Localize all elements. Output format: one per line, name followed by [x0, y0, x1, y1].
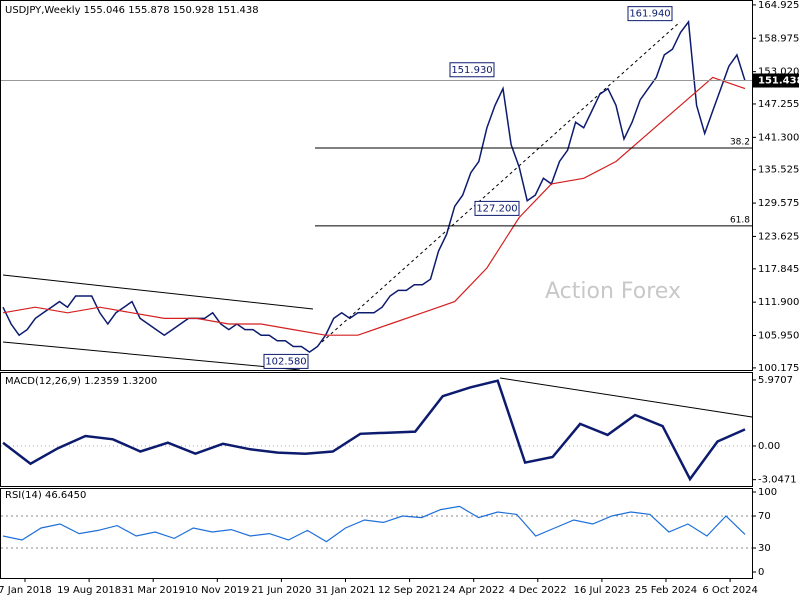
y-tick-label: 100.175	[758, 363, 799, 374]
annotation-box	[263, 353, 309, 369]
fib-label: 38.2	[730, 138, 750, 148]
up-trend	[312, 21, 681, 351]
rsi-title: RSI(14) 46.6450	[5, 490, 86, 501]
annotation-box	[474, 200, 520, 216]
channel-top	[2, 274, 314, 310]
annotation-label: 161.940	[629, 9, 670, 20]
macd-title: MACD(12,26,9) 1.2359 1.3200	[5, 376, 157, 387]
y-tick-label: 117.845	[758, 264, 799, 275]
series-line	[2, 379, 746, 482]
channel-bottom	[2, 341, 301, 371]
frames	[0, 0, 753, 579]
series-line	[2, 76, 746, 336]
current-box	[752, 73, 799, 88]
y-tick-label: 5.9707	[758, 375, 793, 386]
x-tick-label: 6 Oct 2024	[702, 585, 757, 596]
series-line	[2, 19, 746, 354]
current-label: 151.438	[758, 76, 800, 87]
x-tick-label: 4 Dec 2022	[509, 585, 567, 596]
trendlines	[2, 21, 753, 418]
y-tick-label: 164.925	[758, 0, 799, 11]
annotation-label: 127.200	[476, 203, 517, 214]
y-tick-label: 100	[758, 487, 777, 498]
y-tick-label: 147.255	[758, 99, 799, 110]
price-frame	[0, 0, 753, 371]
x-tick-label: 10 Nov 2019	[185, 585, 249, 596]
y-tick-label: 105.950	[758, 331, 799, 342]
y-tick-label: 135.525	[758, 165, 799, 176]
x-tick-label: 7 Jan 2018	[0, 585, 52, 596]
x-tick-label: 31 Jan 2021	[316, 585, 376, 596]
y-tick-label: 0.00	[758, 441, 780, 452]
macd-trend	[499, 377, 753, 418]
annotation-label: 151.930	[451, 65, 492, 76]
x-tick-label: 12 Sep 2021	[378, 585, 441, 596]
annotation-label: 102.580	[265, 356, 306, 367]
x-tick-label: 24 Apr 2022	[443, 585, 505, 596]
x-tick-label: 19 Aug 2018	[57, 585, 121, 596]
series-line	[2, 505, 746, 543]
y-tick-label: 70	[758, 511, 771, 522]
y-tick-label: 141.300	[758, 132, 799, 143]
rsi-frame	[0, 488, 753, 579]
y-tick-label: 129.575	[758, 198, 799, 209]
price-title: USDJPY,Weekly 155.046 155.878 150.928 15…	[5, 5, 259, 16]
y-tick-label: -3.0471	[758, 475, 797, 486]
annotation-box	[449, 62, 495, 78]
annotation-box	[627, 6, 673, 22]
y-tick-label: 153.020	[758, 67, 799, 78]
x-tick-label: 21 Jun 2020	[251, 585, 311, 596]
y-tick-label: 111.900	[758, 297, 799, 308]
y-tick-label: 123.625	[758, 231, 799, 242]
y-tick-label: 0	[758, 567, 764, 578]
x-tick-label: 16 Jul 2023	[574, 585, 631, 596]
y-tick-label: 158.975	[758, 33, 799, 44]
y-tick-label: 30	[758, 543, 771, 554]
macd-frame	[0, 372, 753, 487]
fib-label: 61.8	[730, 215, 750, 225]
watermark: Action Forex	[545, 279, 681, 304]
x-tick-label: 25 Feb 2024	[635, 585, 697, 596]
x-tick-label: 31 Mar 2019	[121, 585, 184, 596]
